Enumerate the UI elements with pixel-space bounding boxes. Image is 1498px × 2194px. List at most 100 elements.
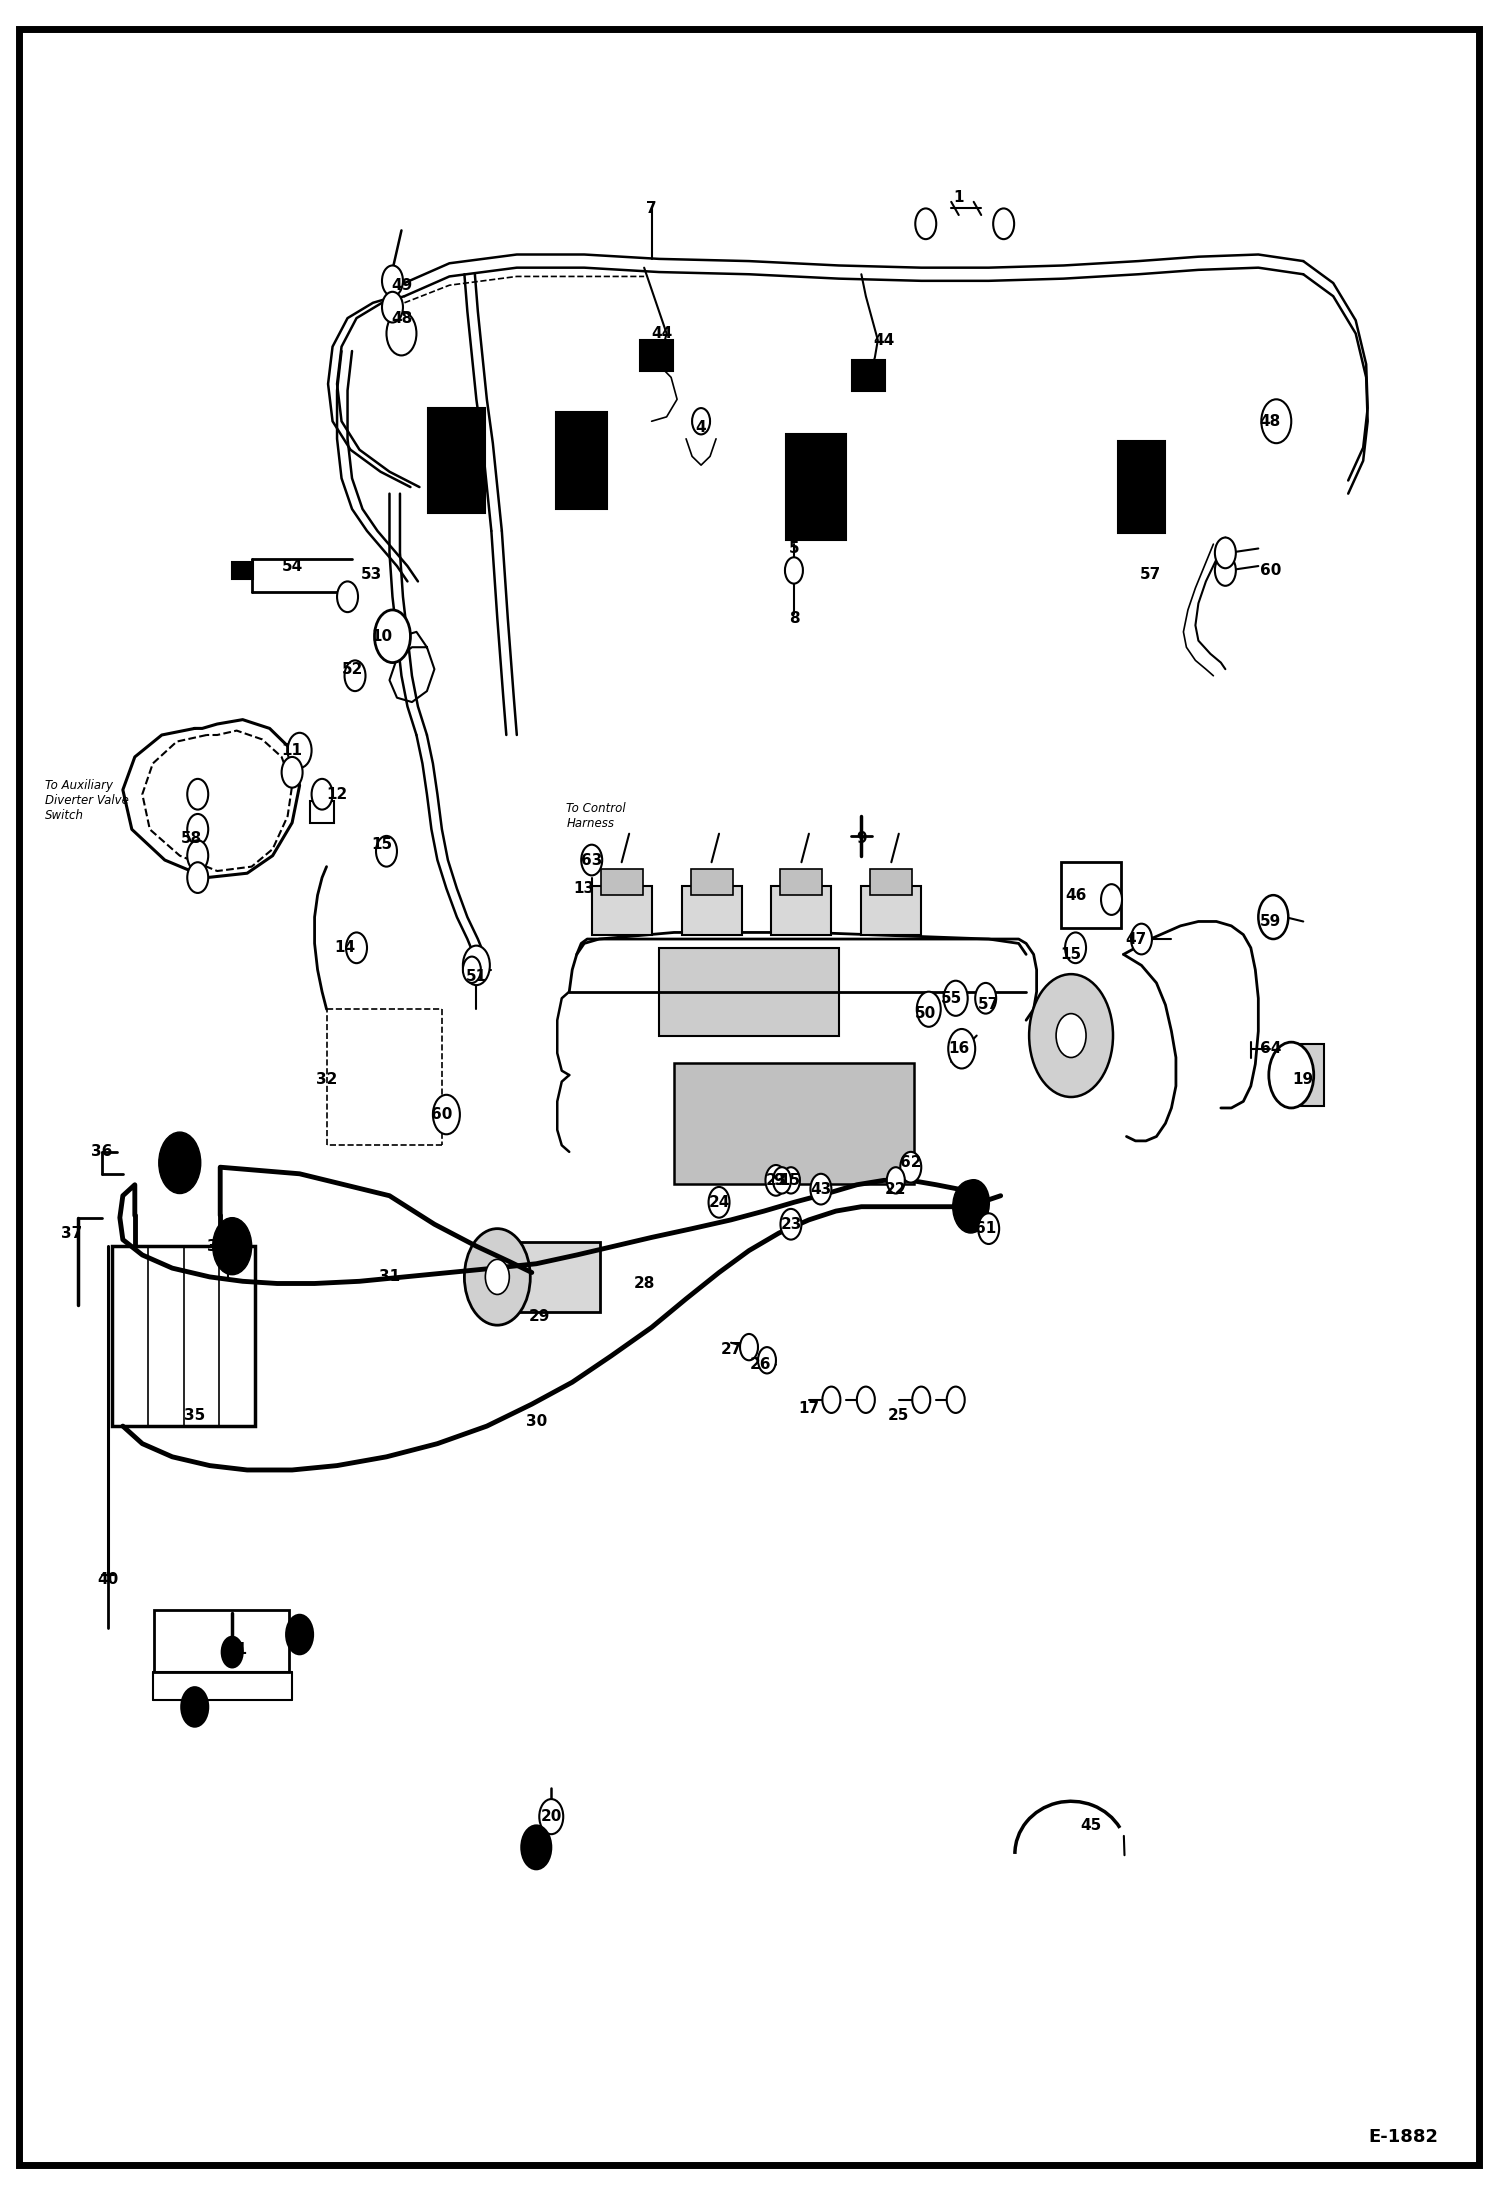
Text: 27: 27	[721, 1343, 742, 1356]
Circle shape	[433, 1095, 460, 1134]
Circle shape	[464, 1229, 530, 1325]
Bar	[601, 869, 643, 895]
Text: 62: 62	[900, 1156, 921, 1169]
Bar	[674, 1064, 914, 1185]
Text: 44: 44	[652, 327, 673, 340]
Circle shape	[959, 1180, 989, 1224]
Text: 61: 61	[975, 1222, 996, 1235]
Bar	[771, 886, 831, 935]
Bar	[852, 360, 885, 391]
Circle shape	[286, 1615, 313, 1654]
Text: 6: 6	[1132, 476, 1144, 489]
Text: 23: 23	[780, 1218, 801, 1231]
Bar	[691, 869, 733, 895]
Circle shape	[376, 836, 397, 867]
Circle shape	[740, 1334, 758, 1360]
Text: 16: 16	[948, 1042, 969, 1055]
Text: 20: 20	[541, 1810, 562, 1823]
Text: 29: 29	[529, 1310, 550, 1323]
Text: 5: 5	[788, 542, 800, 555]
Text: 19: 19	[1293, 1073, 1314, 1086]
Bar	[503, 1242, 599, 1312]
Text: 1: 1	[953, 191, 965, 204]
Circle shape	[187, 779, 208, 810]
Circle shape	[773, 1167, 791, 1194]
Bar	[861, 886, 921, 935]
Bar	[682, 886, 742, 935]
Bar	[310, 801, 334, 823]
Circle shape	[1029, 974, 1113, 1097]
Text: 57: 57	[978, 998, 999, 1011]
Circle shape	[917, 992, 941, 1027]
Bar	[428, 408, 485, 513]
Text: 4: 4	[695, 421, 707, 434]
Text: 45: 45	[1080, 1819, 1101, 1832]
Circle shape	[288, 733, 312, 768]
Text: To Control
Harness: To Control Harness	[566, 803, 626, 829]
Text: 47: 47	[1125, 932, 1146, 946]
Circle shape	[709, 1187, 730, 1218]
Text: 3: 3	[571, 454, 583, 467]
Text: 33: 33	[222, 1240, 243, 1253]
Circle shape	[539, 1799, 563, 1834]
Text: 15: 15	[1061, 948, 1082, 961]
Bar	[1297, 1044, 1324, 1106]
Circle shape	[978, 1213, 999, 1244]
Text: 60: 60	[1260, 564, 1281, 577]
Circle shape	[222, 1637, 243, 1667]
Bar	[556, 412, 607, 509]
Circle shape	[1258, 895, 1288, 939]
Text: 7: 7	[646, 202, 658, 215]
Text: 36: 36	[91, 1145, 112, 1158]
Circle shape	[912, 1387, 930, 1413]
Circle shape	[463, 957, 481, 983]
Circle shape	[887, 1167, 905, 1194]
Text: 48: 48	[391, 312, 412, 325]
Text: 35: 35	[184, 1409, 205, 1422]
Bar	[659, 948, 839, 1036]
Text: E-1882: E-1882	[1368, 2128, 1438, 2146]
Text: 50: 50	[915, 1007, 936, 1020]
Text: 24: 24	[709, 1196, 730, 1209]
Text: 12: 12	[327, 788, 348, 801]
Text: 39: 39	[289, 1628, 310, 1641]
Text: 14: 14	[334, 941, 355, 954]
Bar	[1118, 441, 1165, 533]
Circle shape	[822, 1387, 840, 1413]
Text: 15: 15	[372, 838, 392, 851]
Text: 58: 58	[181, 832, 202, 845]
Text: 44: 44	[873, 333, 894, 347]
Text: 41: 41	[226, 1643, 247, 1656]
Circle shape	[187, 862, 208, 893]
Circle shape	[159, 1132, 201, 1194]
Circle shape	[900, 1152, 921, 1183]
Text: 49: 49	[391, 279, 412, 292]
Circle shape	[1131, 924, 1152, 954]
Text: 52: 52	[342, 663, 363, 676]
Circle shape	[345, 660, 366, 691]
Circle shape	[810, 1174, 831, 1205]
Text: 8: 8	[788, 612, 800, 625]
Text: 57: 57	[1140, 568, 1161, 581]
Bar	[870, 869, 912, 895]
Text: 9: 9	[855, 832, 867, 845]
Circle shape	[337, 581, 358, 612]
Bar	[780, 869, 822, 895]
Text: 15: 15	[779, 1174, 800, 1187]
Text: 56: 56	[529, 1847, 550, 1861]
Text: 11: 11	[282, 744, 303, 757]
Circle shape	[765, 1165, 786, 1196]
Circle shape	[780, 1209, 801, 1240]
Circle shape	[692, 408, 710, 434]
Text: 17: 17	[798, 1402, 819, 1415]
Text: 2: 2	[436, 454, 448, 467]
Circle shape	[463, 946, 490, 985]
Text: 25: 25	[888, 1409, 909, 1422]
Circle shape	[1065, 932, 1086, 963]
Text: 60: 60	[431, 1108, 452, 1121]
Bar	[786, 434, 846, 540]
Text: 55: 55	[941, 992, 962, 1005]
Text: 30: 30	[526, 1415, 547, 1428]
Bar	[1061, 862, 1121, 928]
Text: 3: 3	[803, 487, 815, 500]
